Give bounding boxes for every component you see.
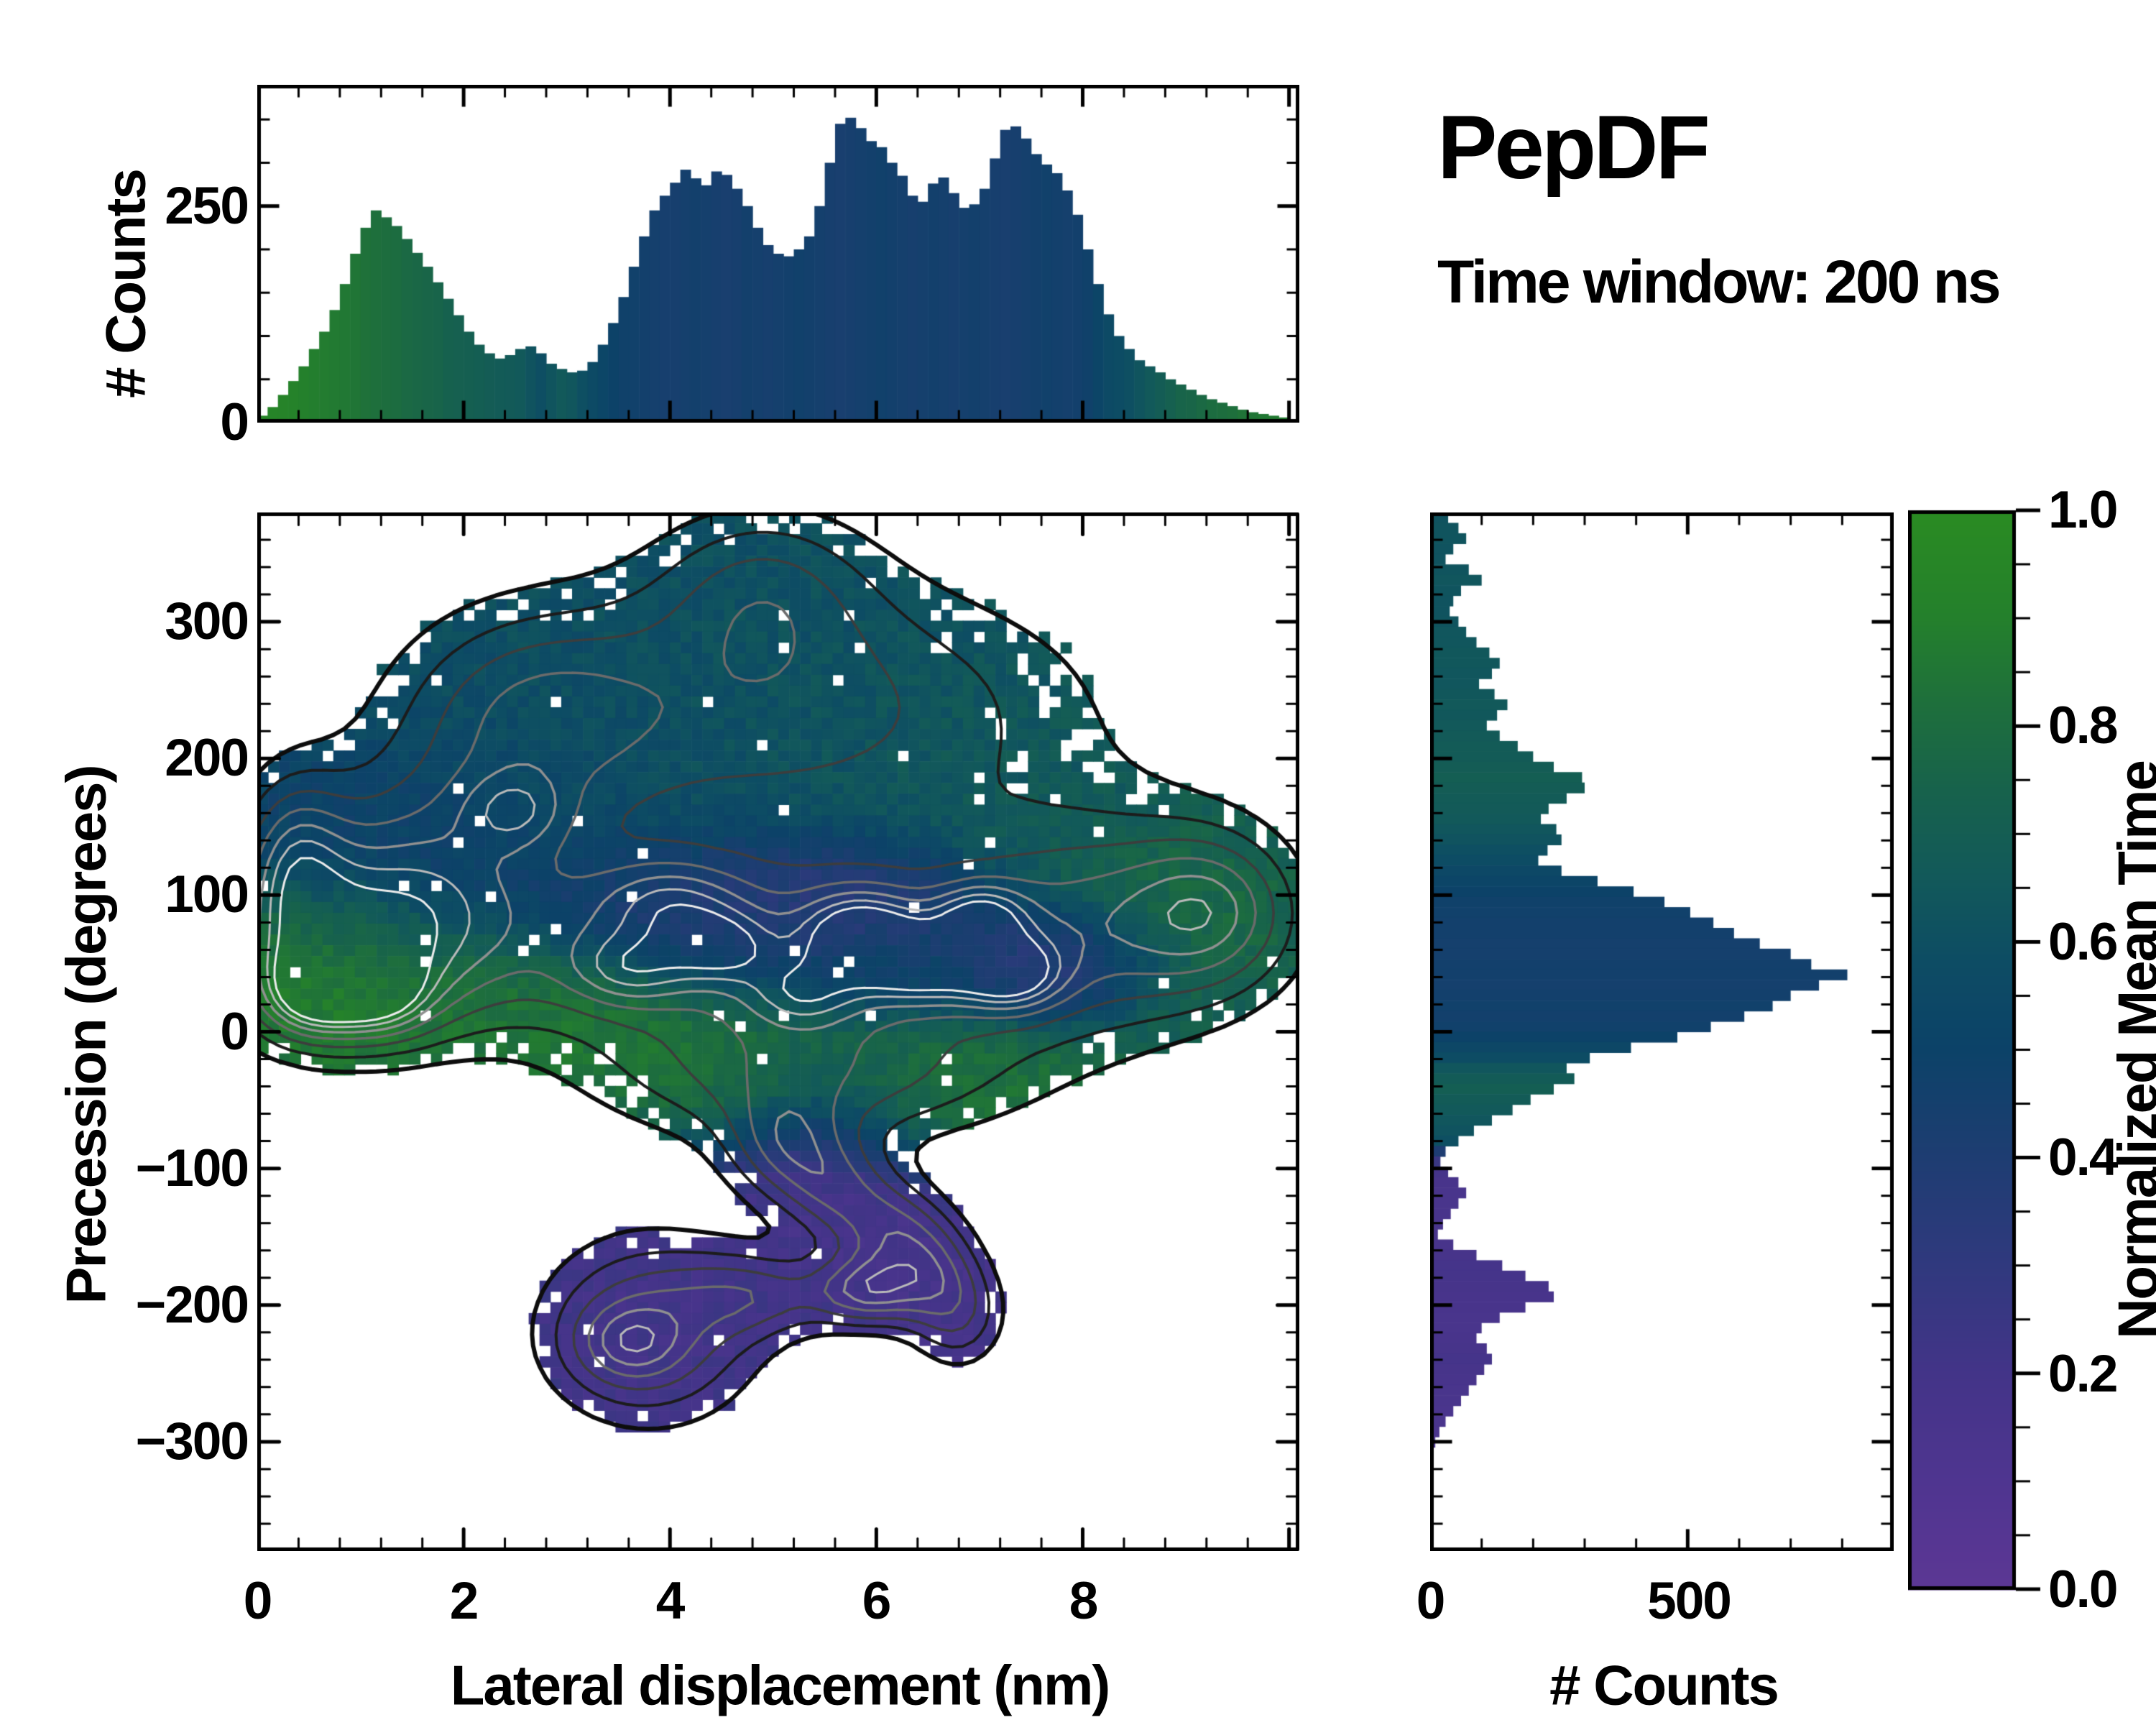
main-ytick-m300: −300: [135, 1412, 249, 1471]
top-hist-ytick-250: 250: [165, 177, 249, 235]
colorbar-tick-0.8: 0.8: [2048, 696, 2118, 755]
top-hist-ytick-0: 0: [220, 393, 249, 451]
main-xtick-6: 6: [862, 1572, 892, 1630]
main-ytick-200: 200: [165, 729, 249, 787]
colorbar-tick-0.2: 0.2: [2048, 1345, 2118, 1403]
main-ytick-0: 0: [220, 1003, 249, 1061]
top-histogram-canvas: [257, 85, 1299, 423]
main-heatmap-canvas: [257, 512, 1299, 1551]
main-ytick-m200: −200: [135, 1276, 249, 1334]
main-ytick-m100: −100: [135, 1139, 249, 1197]
main-xtick-0: 0: [243, 1572, 273, 1630]
page-subtitle: Time window: 200 ns: [1437, 248, 2001, 316]
colorbar-tick-0.6: 0.6: [2048, 913, 2118, 971]
right-hist-x-axis-label: # Counts: [1549, 1653, 1779, 1717]
colorbar-tick-1.0: 1.0: [2048, 481, 2118, 539]
main-x-axis-label: Lateral displacement (nm): [450, 1653, 1111, 1717]
right-hist-xtick-500: 500: [1647, 1572, 1732, 1630]
main-xtick-8: 8: [1069, 1572, 1099, 1630]
main-xtick-4: 4: [655, 1572, 686, 1630]
colorbar-tick-0.0: 0.0: [2048, 1560, 2118, 1619]
page-title: PepDF: [1437, 98, 1710, 198]
main-xtick-2: 2: [449, 1572, 479, 1630]
main-ytick-100: 100: [165, 865, 249, 924]
colorbar-canvas: [1908, 505, 2081, 1594]
right-hist-xtick-0: 0: [1416, 1572, 1446, 1630]
colorbar-axis-label: Normalized Mean Time: [2106, 761, 2156, 1339]
right-histogram-canvas: [1430, 512, 1894, 1551]
colorbar-tick-0.4: 0.4: [2048, 1128, 2118, 1187]
main-ytick-300: 300: [165, 592, 249, 650]
